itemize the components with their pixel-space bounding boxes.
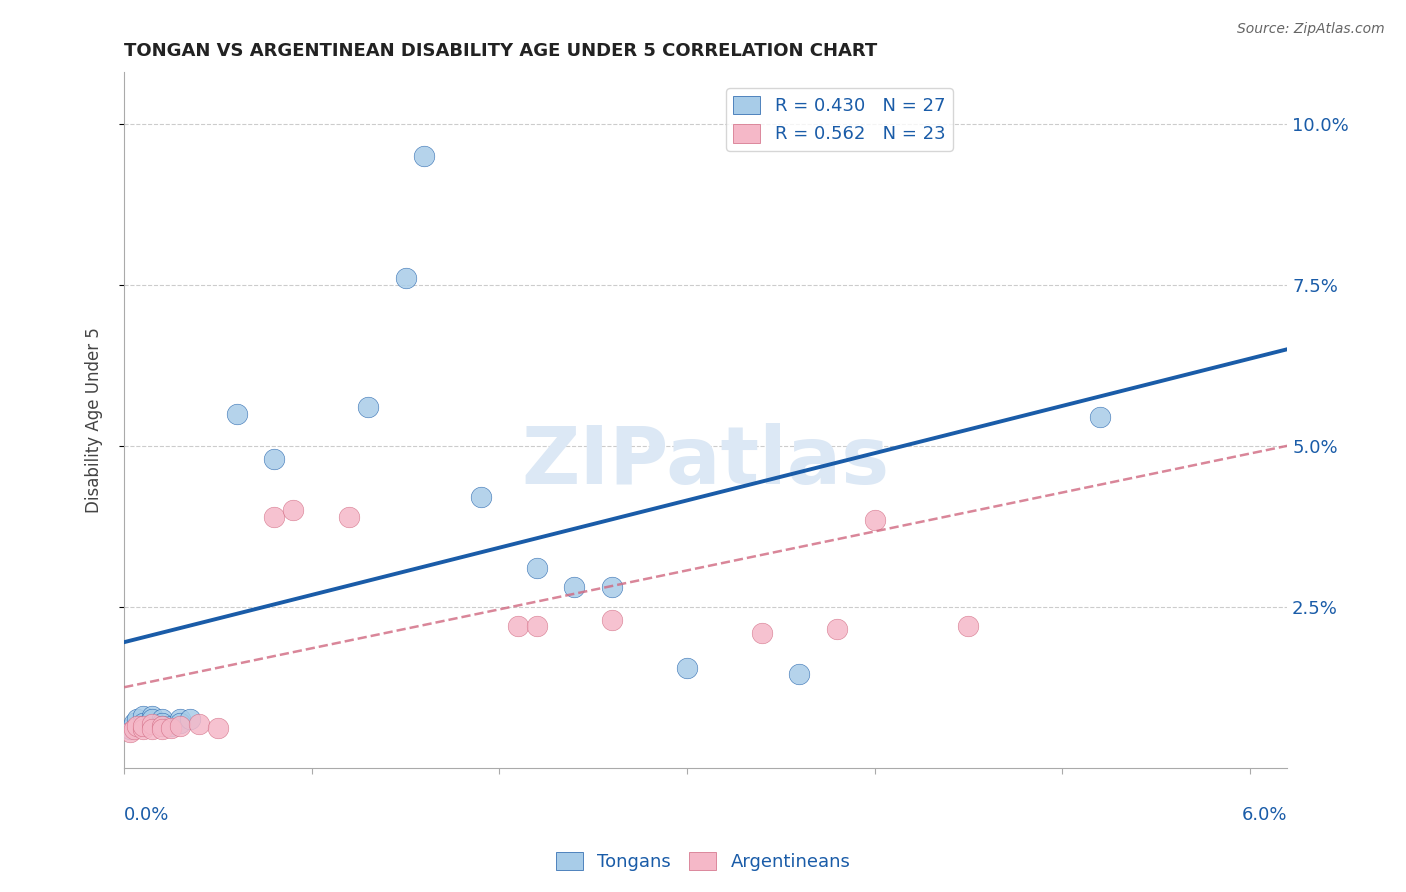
Point <box>132 719 155 733</box>
Legend: Tongans, Argentineans: Tongans, Argentineans <box>548 845 858 879</box>
Point <box>789 667 811 681</box>
Legend: R = 0.430   N = 27, R = 0.562   N = 23: R = 0.430 N = 27, R = 0.562 N = 23 <box>725 88 952 151</box>
Point <box>150 719 173 733</box>
Point <box>122 722 145 736</box>
Point <box>394 271 416 285</box>
Point <box>957 619 980 633</box>
Point <box>132 715 155 730</box>
Text: Source: ZipAtlas.com: Source: ZipAtlas.com <box>1237 22 1385 37</box>
Point <box>263 509 285 524</box>
Point <box>281 503 304 517</box>
Point <box>169 719 191 733</box>
Point <box>526 619 548 633</box>
Point <box>141 709 163 723</box>
Point <box>150 722 173 736</box>
Point <box>127 719 149 733</box>
Point <box>141 717 163 731</box>
Point <box>863 513 886 527</box>
Point <box>160 721 183 735</box>
Point <box>263 451 285 466</box>
Point <box>413 149 436 163</box>
Point <box>188 717 211 731</box>
Point <box>118 722 141 736</box>
Point <box>150 719 173 733</box>
Text: ZIPatlas: ZIPatlas <box>522 423 890 500</box>
Text: TONGAN VS ARGENTINEAN DISABILITY AGE UNDER 5 CORRELATION CHART: TONGAN VS ARGENTINEAN DISABILITY AGE UND… <box>124 42 877 60</box>
Point <box>751 625 773 640</box>
Point <box>160 719 183 733</box>
Point <box>337 509 360 524</box>
Point <box>132 709 155 723</box>
Point <box>118 725 141 739</box>
Point <box>141 722 163 736</box>
Point <box>1088 409 1111 424</box>
Point <box>676 661 699 675</box>
Point <box>600 581 623 595</box>
Point <box>207 721 229 735</box>
Point <box>526 561 548 575</box>
Point <box>179 713 201 727</box>
Point <box>127 713 149 727</box>
Point <box>357 400 380 414</box>
Point <box>169 715 191 730</box>
Point <box>150 715 173 730</box>
Point <box>132 722 155 736</box>
Point <box>600 613 623 627</box>
Point <box>506 619 529 633</box>
Point <box>150 713 173 727</box>
Point <box>141 713 163 727</box>
Point <box>825 622 848 636</box>
Point <box>564 581 586 595</box>
Point <box>122 715 145 730</box>
Point <box>132 719 155 733</box>
Point <box>470 491 492 505</box>
Point <box>225 407 247 421</box>
Text: 0.0%: 0.0% <box>124 806 170 824</box>
Text: 6.0%: 6.0% <box>1241 806 1288 824</box>
Y-axis label: Disability Age Under 5: Disability Age Under 5 <box>86 327 103 513</box>
Point <box>169 713 191 727</box>
